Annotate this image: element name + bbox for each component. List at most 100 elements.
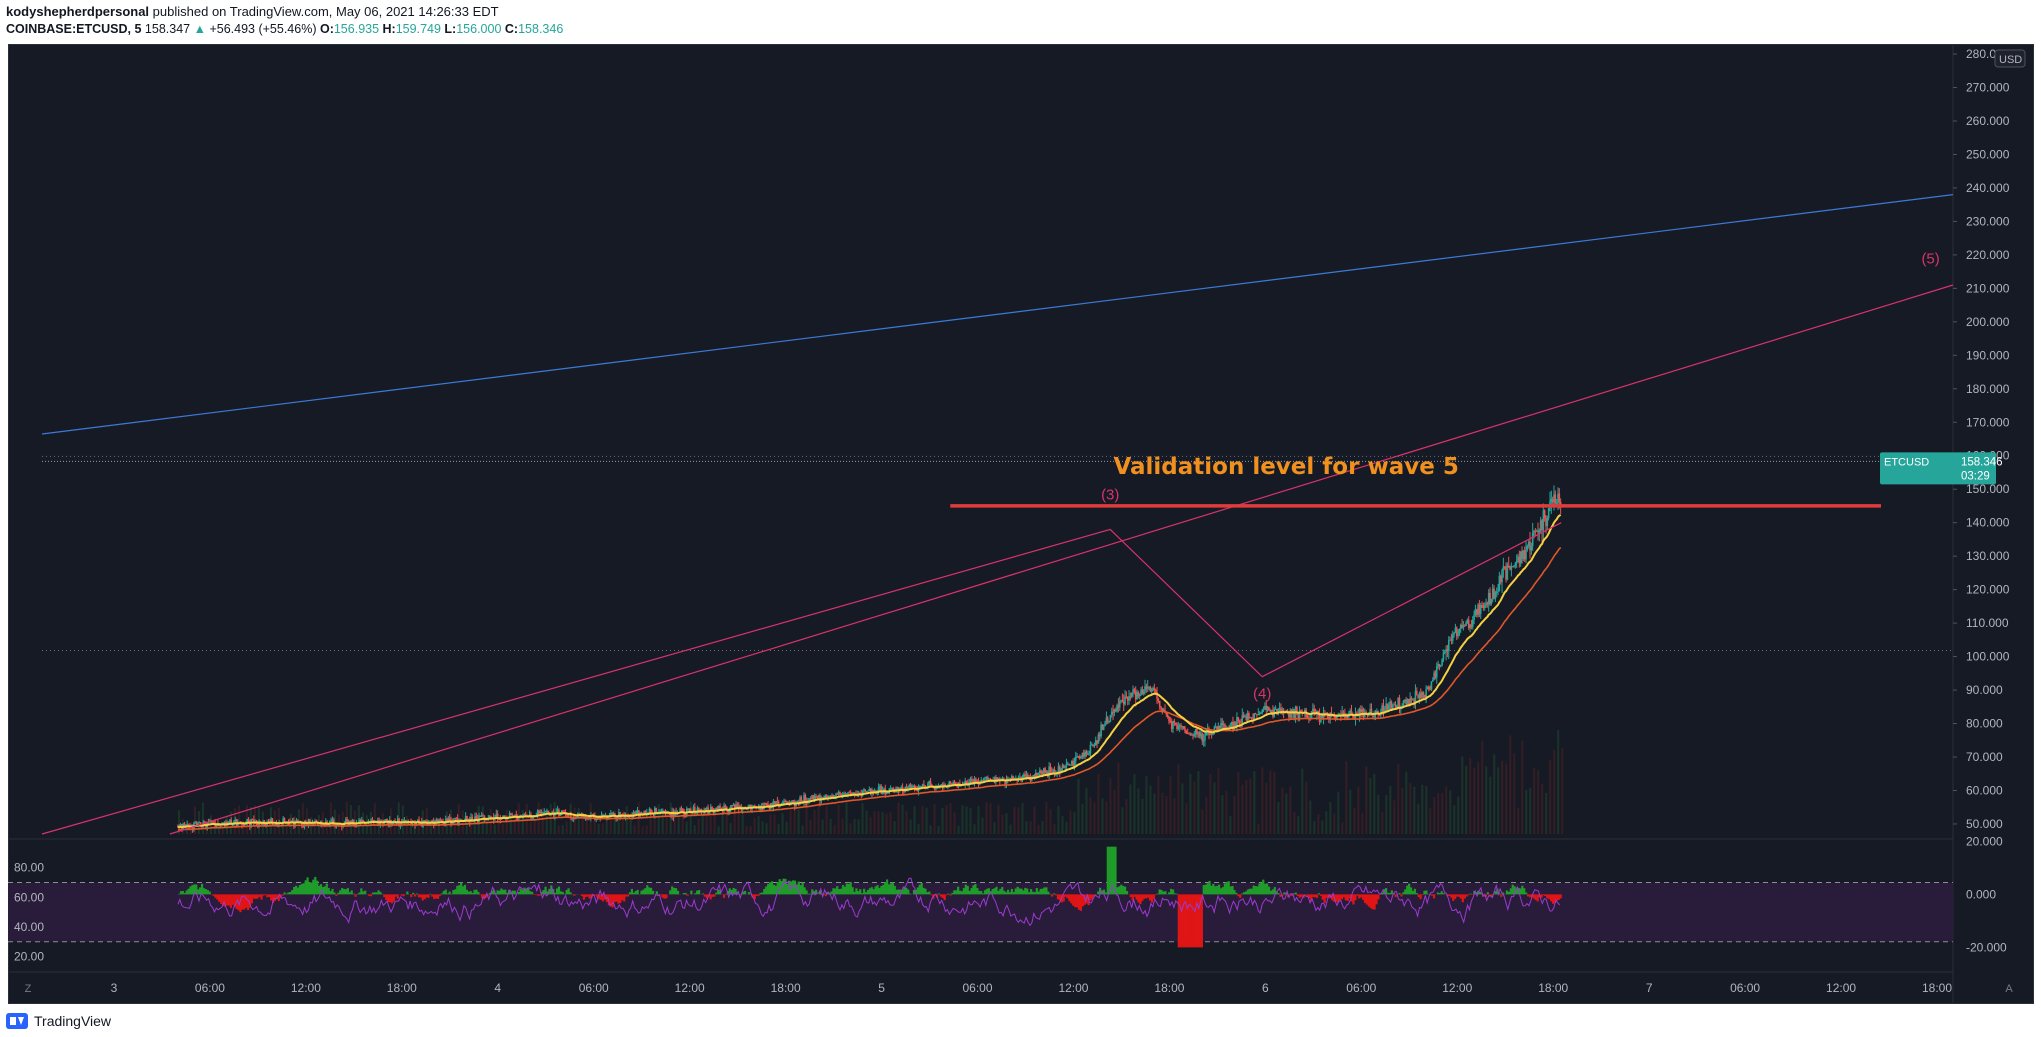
candle-body — [540, 811, 543, 813]
candle-body — [1141, 689, 1144, 694]
candle-body — [1148, 686, 1150, 688]
histogram-bar — [734, 888, 737, 895]
price-chart[interactable]: 50.00060.00070.00080.00090.000100.000110… — [8, 44, 2034, 1004]
volume-bar — [737, 811, 740, 834]
histogram-bar — [1310, 894, 1313, 901]
candle-body — [419, 822, 422, 825]
candle-body — [446, 819, 448, 821]
histogram-bar — [1354, 894, 1357, 901]
histogram-bar — [1467, 894, 1470, 896]
candle-body — [1329, 713, 1331, 720]
candle-body — [777, 802, 780, 807]
candle-body — [1493, 588, 1495, 599]
volume-bar — [761, 821, 764, 834]
histogram-bar — [1386, 892, 1390, 895]
candle-body — [1241, 715, 1244, 723]
candle-body — [379, 820, 382, 826]
histogram-bar — [325, 883, 328, 895]
volume-bar — [1309, 800, 1312, 834]
candle-body — [547, 810, 550, 814]
histogram-bar — [415, 893, 419, 895]
histogram-bar — [899, 889, 902, 895]
histogram-bar — [346, 888, 350, 895]
candle-body — [1356, 712, 1358, 714]
wave-line[interactable] — [41, 522, 1562, 835]
candle-body — [1555, 503, 1558, 505]
candle-body — [1044, 768, 1046, 773]
volume-bar — [465, 822, 468, 834]
volume-bar — [889, 812, 892, 834]
histogram-bar — [1427, 893, 1430, 895]
volume-bar — [497, 814, 500, 834]
histogram-bar — [715, 892, 718, 895]
wave-label[interactable]: (5) — [1921, 250, 1939, 267]
volume-bar — [1025, 821, 1028, 834]
candle-body — [194, 822, 197, 824]
volume-bar — [1413, 786, 1416, 834]
candle-body — [1062, 765, 1065, 768]
histogram-bar — [1463, 894, 1466, 899]
histogram-bar — [1542, 894, 1545, 896]
histogram-bar — [214, 894, 217, 898]
footer-brand[interactable]: TradingView — [34, 1013, 112, 1029]
candle-body — [900, 786, 903, 789]
candle-body — [1181, 726, 1184, 728]
wave-label[interactable]: (3) — [1101, 486, 1119, 503]
tradingview-logo-icon[interactable] — [6, 1013, 28, 1029]
histogram-bar — [1325, 894, 1328, 899]
histogram-bar — [364, 890, 367, 895]
author-name[interactable]: kodyshepherdpersonal — [6, 4, 150, 19]
histogram-bar — [1120, 884, 1123, 895]
volume-bar — [1325, 811, 1328, 834]
candle-body — [1048, 766, 1050, 777]
histogram-bar — [903, 886, 906, 895]
blue-trendline[interactable] — [41, 194, 1954, 435]
currency-badge[interactable] — [1994, 49, 2026, 68]
histogram-bar — [1331, 894, 1334, 901]
candle-body — [436, 819, 439, 824]
candle-body — [965, 780, 968, 783]
oscillator-tick-label: 80.00 — [14, 861, 44, 875]
histogram-bar — [924, 888, 927, 895]
candle-body — [567, 815, 570, 817]
volume-bar — [1077, 778, 1080, 834]
histogram-bar — [1555, 894, 1558, 901]
candle-body — [1270, 709, 1273, 712]
candle-body — [948, 781, 951, 786]
validation-annotation[interactable]: Validation level for wave 5 — [1113, 454, 1458, 480]
histogram-bar — [239, 894, 242, 913]
candle-body — [1511, 566, 1514, 568]
histogram-bar — [1246, 889, 1250, 895]
candle-body — [1297, 713, 1300, 719]
candle-body — [1531, 532, 1534, 547]
candle-body — [772, 801, 775, 808]
histogram-bar — [987, 888, 990, 895]
volume-bar — [997, 804, 1000, 834]
candle-body — [696, 807, 699, 813]
candle-body — [1134, 691, 1137, 700]
volume-bar — [1381, 811, 1384, 834]
histogram-bar — [335, 894, 338, 896]
candle-body — [1542, 510, 1545, 531]
volume-bar — [1277, 801, 1280, 834]
wave-label[interactable]: (4) — [1253, 685, 1271, 702]
auto-scale-button[interactable]: A — [2005, 983, 2013, 995]
pink-trendline-lower[interactable] — [169, 284, 1954, 835]
volume-bar — [1357, 787, 1360, 834]
candle-body — [905, 787, 908, 791]
volume-bar — [641, 826, 644, 834]
histogram-bar — [809, 893, 812, 895]
volume-bar — [521, 809, 524, 834]
candle-body — [1477, 604, 1479, 615]
volume-bar — [1525, 789, 1528, 834]
candle-body — [1040, 770, 1042, 774]
histogram-bar — [886, 879, 889, 895]
candle-body — [1503, 566, 1506, 568]
volume-bar — [1497, 767, 1500, 834]
auto-scale-button[interactable]: Z — [25, 983, 32, 995]
candle-body — [896, 787, 899, 791]
candle-body — [1001, 778, 1004, 780]
candle-body — [514, 814, 516, 816]
volume-bar — [373, 803, 376, 834]
candle-body — [546, 810, 548, 812]
